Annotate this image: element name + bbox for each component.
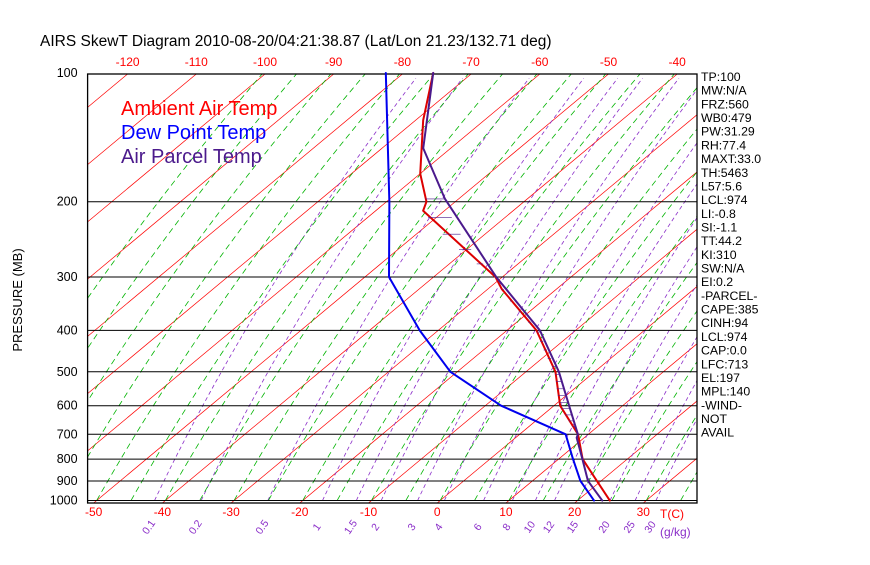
svg-text:FRZ:560: FRZ:560 bbox=[701, 97, 749, 111]
svg-text:LCL:974: LCL:974 bbox=[701, 193, 748, 207]
svg-text:NOT: NOT bbox=[701, 412, 727, 426]
svg-text:CAPE:385: CAPE:385 bbox=[701, 303, 759, 317]
svg-text:0.2: 0.2 bbox=[187, 518, 205, 537]
svg-text:-70: -70 bbox=[462, 55, 480, 69]
svg-text:AVAIL: AVAIL bbox=[701, 426, 734, 440]
svg-text:PRESSURE (MB): PRESSURE (MB) bbox=[10, 248, 25, 351]
svg-text:WB0:479: WB0:479 bbox=[701, 111, 752, 125]
svg-text:LI:-0.8: LI:-0.8 bbox=[701, 207, 736, 221]
svg-text:-120: -120 bbox=[116, 55, 140, 69]
svg-text:SI:-1.1: SI:-1.1 bbox=[701, 221, 737, 235]
svg-text:900: 900 bbox=[57, 474, 78, 488]
svg-text:RH:77.4: RH:77.4 bbox=[701, 138, 746, 152]
svg-text:100: 100 bbox=[57, 66, 78, 80]
svg-text:300: 300 bbox=[57, 270, 78, 284]
svg-text:-10: -10 bbox=[360, 505, 378, 519]
svg-text:SW:N/A: SW:N/A bbox=[701, 262, 745, 276]
svg-text:MW:N/A: MW:N/A bbox=[701, 84, 747, 98]
svg-text:AIRS SkewT Diagram 2010-08-20/: AIRS SkewT Diagram 2010-08-20/04:21:38.8… bbox=[40, 33, 552, 50]
svg-text:-50: -50 bbox=[85, 505, 103, 519]
svg-text:4: 4 bbox=[432, 521, 445, 533]
svg-text:1.5: 1.5 bbox=[342, 518, 360, 537]
svg-text:15: 15 bbox=[565, 519, 582, 536]
svg-text:3: 3 bbox=[406, 521, 419, 533]
svg-text:8: 8 bbox=[500, 521, 513, 533]
svg-text:6: 6 bbox=[472, 521, 485, 533]
svg-text:Dew Point Temp: Dew Point Temp bbox=[121, 122, 266, 144]
svg-text:L57:5.6: L57:5.6 bbox=[701, 179, 742, 193]
svg-text:600: 600 bbox=[57, 399, 78, 413]
svg-text:1000: 1000 bbox=[50, 494, 78, 508]
svg-text:400: 400 bbox=[57, 323, 78, 337]
svg-text:Air Parcel Temp: Air Parcel Temp bbox=[121, 146, 262, 168]
svg-text:-40: -40 bbox=[154, 505, 172, 519]
svg-text:10: 10 bbox=[499, 505, 513, 519]
svg-text:-PARCEL-: -PARCEL- bbox=[701, 289, 757, 303]
svg-text:-40: -40 bbox=[669, 55, 687, 69]
svg-text:500: 500 bbox=[57, 365, 78, 379]
svg-text:CINH:94: CINH:94 bbox=[701, 316, 748, 330]
svg-text:20: 20 bbox=[568, 505, 582, 519]
svg-text:EL:197: EL:197 bbox=[701, 371, 740, 385]
svg-text:LCL:974: LCL:974 bbox=[701, 330, 748, 344]
svg-text:-30: -30 bbox=[222, 505, 240, 519]
svg-text:0.5: 0.5 bbox=[253, 518, 271, 537]
svg-text:12: 12 bbox=[541, 519, 558, 536]
svg-text:2: 2 bbox=[369, 521, 382, 533]
svg-text:TP:100: TP:100 bbox=[701, 70, 741, 84]
svg-text:10: 10 bbox=[522, 519, 539, 536]
svg-text:-90: -90 bbox=[325, 55, 343, 69]
svg-text:PW:31.29: PW:31.29 bbox=[701, 125, 755, 139]
svg-text:(g/kg): (g/kg) bbox=[660, 525, 691, 539]
svg-text:MPL:140: MPL:140 bbox=[701, 385, 750, 399]
svg-text:800: 800 bbox=[57, 452, 78, 466]
svg-text:0.1: 0.1 bbox=[140, 518, 158, 537]
svg-text:30: 30 bbox=[642, 519, 659, 536]
svg-text:0: 0 bbox=[434, 505, 441, 519]
svg-text:KI:310: KI:310 bbox=[701, 248, 737, 262]
svg-text:-WIND-: -WIND- bbox=[701, 398, 742, 412]
svg-text:TT:44.2: TT:44.2 bbox=[701, 234, 742, 248]
svg-text:200: 200 bbox=[57, 195, 78, 209]
svg-text:20: 20 bbox=[596, 519, 613, 536]
svg-text:Ambient Air Temp: Ambient Air Temp bbox=[121, 98, 277, 120]
svg-text:-50: -50 bbox=[600, 55, 618, 69]
svg-text:1: 1 bbox=[310, 521, 323, 533]
svg-text:25: 25 bbox=[621, 519, 638, 536]
svg-text:-110: -110 bbox=[185, 55, 208, 69]
svg-text:-80: -80 bbox=[394, 55, 412, 69]
svg-text:MAXT:33.0: MAXT:33.0 bbox=[701, 152, 761, 166]
svg-text:LFC:713: LFC:713 bbox=[701, 357, 748, 371]
svg-text:CAP:0.0: CAP:0.0 bbox=[701, 344, 747, 358]
svg-text:T(C): T(C) bbox=[660, 507, 684, 521]
svg-text:-60: -60 bbox=[531, 55, 549, 69]
svg-text:-20: -20 bbox=[291, 505, 309, 519]
svg-text:EI:0.2: EI:0.2 bbox=[701, 275, 733, 289]
svg-text:TH:5463: TH:5463 bbox=[701, 166, 748, 180]
svg-text:30: 30 bbox=[637, 505, 651, 519]
svg-text:-100: -100 bbox=[253, 55, 277, 69]
svg-text:700: 700 bbox=[57, 427, 78, 441]
